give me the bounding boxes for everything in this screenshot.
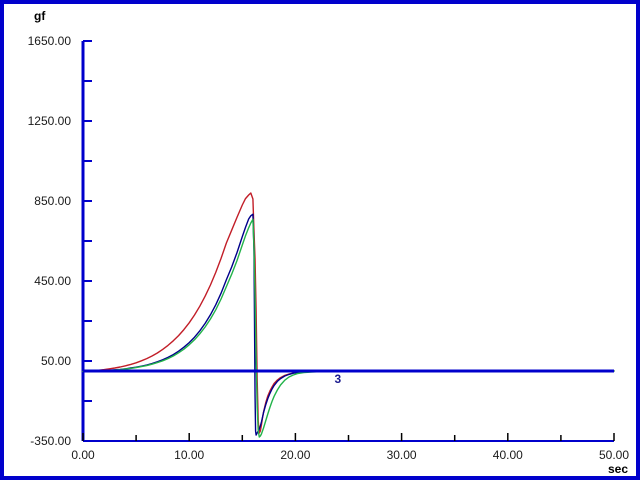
- y-axis-tick-label: 1250.00: [28, 114, 72, 128]
- x-axis-tick-label: 10.00: [174, 448, 204, 462]
- y-axis-tick-label: 50.00: [41, 354, 71, 368]
- y-axis-tick-label: -350.00: [30, 434, 71, 448]
- x-axis-tick-label: 50.00: [599, 448, 629, 462]
- series-line-curve-green: [82, 218, 615, 438]
- series-line-curve-red: [82, 192, 615, 434]
- x-axis-tick-label: 30.00: [387, 448, 417, 462]
- plot-area: gf sec 1650.00 1250.00 850.00 450.00 50.00 -3…: [4, 4, 640, 484]
- annotation-label: 3: [335, 372, 342, 386]
- x-axis-tick-label: 40.00: [493, 448, 523, 462]
- series-line-curve-navy: [82, 213, 615, 436]
- chart-canvas: 1650.00 1250.00 850.00 450.00 50.00 -350.000.…: [28, 34, 630, 462]
- y-axis-tick-label: 1650.00: [28, 34, 72, 48]
- y-axis-tick-label: 450.00: [34, 274, 71, 288]
- x-axis-tick-label: 0.00: [71, 448, 95, 462]
- y-axis-tick-label: 850.00: [34, 194, 71, 208]
- x-axis-unit-label: sec: [608, 462, 629, 476]
- x-axis-tick-label: 20.00: [280, 448, 310, 462]
- y-axis-unit-label: gf: [34, 9, 46, 23]
